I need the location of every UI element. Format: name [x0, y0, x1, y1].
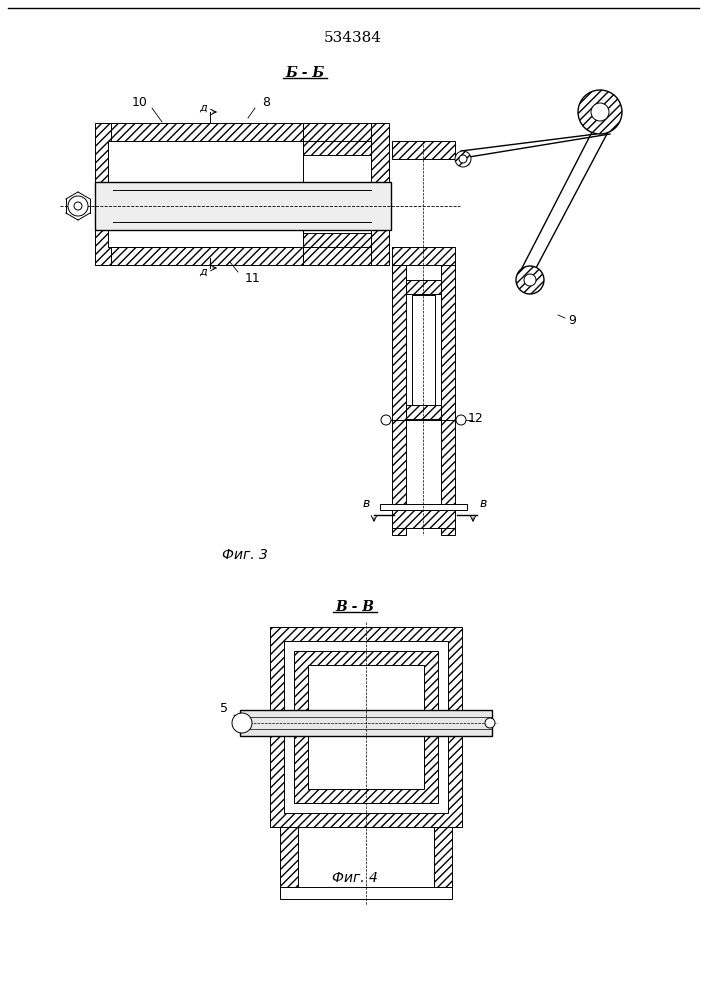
Bar: [406, 265, 441, 510]
Circle shape: [68, 196, 88, 216]
Bar: [406, 405, 441, 419]
Bar: [406, 280, 441, 294]
Circle shape: [381, 415, 391, 425]
Text: д: д: [199, 103, 207, 113]
Bar: [270, 627, 462, 827]
Bar: [294, 651, 438, 803]
Bar: [113, 141, 137, 159]
Circle shape: [455, 151, 471, 167]
Text: 10: 10: [132, 97, 148, 109]
Bar: [95, 182, 391, 230]
Text: 12: 12: [468, 412, 484, 424]
Text: 9: 9: [568, 314, 576, 326]
Bar: [412, 295, 435, 405]
Text: Фиг. 4: Фиг. 4: [332, 871, 378, 885]
Bar: [108, 141, 303, 247]
Bar: [280, 827, 298, 887]
Circle shape: [485, 718, 495, 728]
Text: д: д: [199, 267, 207, 277]
Bar: [95, 123, 111, 265]
Bar: [303, 141, 371, 155]
Text: 11: 11: [245, 271, 261, 284]
Bar: [380, 504, 467, 510]
Text: в: в: [480, 497, 487, 510]
Circle shape: [524, 274, 536, 286]
Bar: [280, 887, 452, 899]
Bar: [441, 265, 455, 535]
Bar: [434, 827, 452, 887]
Bar: [392, 510, 455, 528]
Bar: [392, 265, 406, 535]
Circle shape: [232, 713, 252, 733]
Text: В - В: В - В: [336, 600, 375, 614]
Text: в: в: [363, 497, 370, 510]
Bar: [240, 710, 492, 736]
Bar: [284, 641, 448, 813]
Circle shape: [74, 202, 82, 210]
Bar: [113, 229, 137, 247]
Circle shape: [516, 266, 544, 294]
Bar: [308, 665, 424, 789]
Bar: [371, 123, 389, 265]
Bar: [303, 123, 371, 141]
Text: Фиг. 3: Фиг. 3: [222, 548, 268, 562]
Bar: [108, 247, 303, 265]
Bar: [108, 123, 303, 141]
Circle shape: [578, 90, 622, 134]
Circle shape: [591, 103, 609, 121]
Text: 8: 8: [262, 96, 270, 108]
Text: 5: 5: [220, 702, 228, 716]
Bar: [392, 247, 455, 265]
Bar: [303, 233, 371, 247]
Circle shape: [459, 155, 467, 163]
Text: Б - Б: Б - Б: [286, 66, 325, 80]
Bar: [392, 141, 455, 159]
Circle shape: [456, 415, 466, 425]
Bar: [303, 247, 371, 265]
Text: 534384: 534384: [324, 31, 382, 45]
